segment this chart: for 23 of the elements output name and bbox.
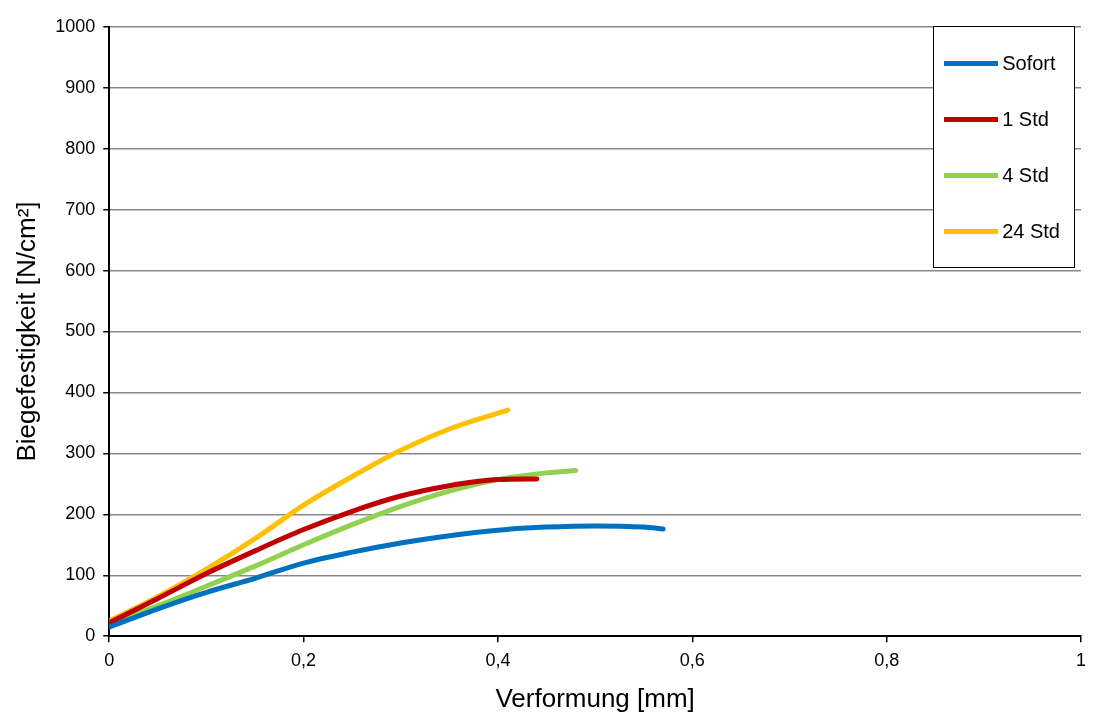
legend-label: 4 Std — [1002, 163, 1049, 187]
y-tick-label: 900 — [65, 76, 96, 97]
y-tick-label: 600 — [65, 259, 96, 280]
y-tick-label: 700 — [65, 198, 96, 219]
y-tick-label: 0 — [85, 625, 96, 646]
legend-label: Sofort — [1002, 51, 1056, 75]
y-axis-title: Biegefestigkeit [N/cm²] — [10, 201, 41, 462]
x-tick-label: 0,8 — [874, 649, 900, 670]
y-tick-label: 500 — [65, 320, 96, 341]
legend-label: 1 Std — [1002, 107, 1049, 131]
y-tick-label: 800 — [65, 137, 96, 158]
x-tick-label: 0 — [104, 649, 115, 670]
x-tick-label: 1 — [1075, 649, 1087, 670]
legend-label: 24 Std — [1002, 219, 1060, 243]
y-tick-label: 300 — [65, 442, 96, 463]
x-tick-label: 0,4 — [485, 649, 511, 670]
y-tick-label: 100 — [65, 564, 96, 585]
y-tick-label: 400 — [65, 381, 96, 402]
x-axis-title: Verformung [mm] — [495, 682, 695, 713]
y-tick-label: 200 — [65, 503, 96, 524]
x-tick-label: 0,6 — [679, 649, 705, 670]
x-tick-label: 0,2 — [291, 649, 317, 670]
y-tick-label: 1000 — [55, 15, 96, 36]
